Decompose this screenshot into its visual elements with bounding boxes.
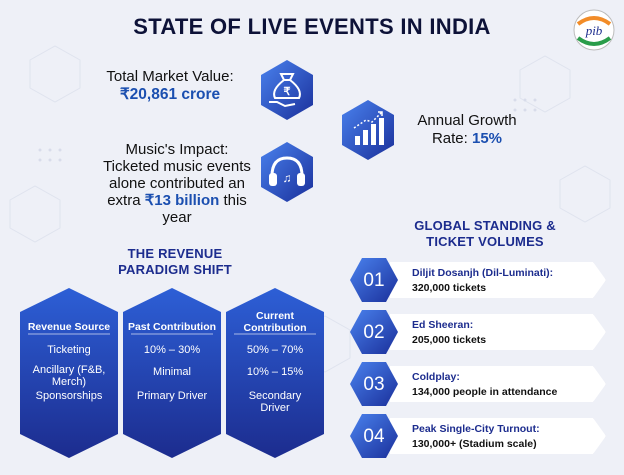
rank-bar: Peak Single-City Turnout: 130,000+ (Stad… [390, 418, 606, 454]
revenue-column-source: Revenue Source Ticketing Ancillary (F&B,… [20, 288, 118, 458]
music-impact-line4b: this year [162, 192, 247, 226]
revenue-title-line1: THE REVENUE [127, 246, 223, 261]
rank-bar: Diljit Dosanjh (Dil-Luminati): 320,000 t… [390, 262, 606, 298]
table-cell: Ticketing [47, 344, 91, 356]
music-impact-line4a: extra [107, 192, 141, 209]
revenue-column-past: Past Contribution 10% – 30% Minimal Prim… [123, 288, 221, 458]
rank-name: Ed Sheeran: [412, 319, 474, 331]
rank-number-badge: 01 [350, 258, 398, 302]
rank-value: 134,000 people in attendance [412, 386, 558, 398]
global-title-line1: GLOBAL STANDING & [414, 218, 556, 233]
column-header: Past Contribution [127, 321, 217, 333]
revenue-section-title: THE REVENUE PARADIGM SHIFT [90, 246, 260, 278]
growth-label: Annual Growth [417, 112, 517, 129]
svg-text:pib: pib [585, 23, 603, 38]
market-value-label: Total Market Value: [106, 68, 234, 85]
market-value-amount: ₹20,861 crore [119, 86, 221, 103]
money-bag-icon: ₹ [261, 60, 313, 120]
music-impact-line2: Ticketed music events [103, 158, 251, 175]
rank-name: Peak Single-City Turnout: [412, 423, 540, 435]
global-title-line2: TICKET VOLUMES [426, 234, 544, 249]
market-value-stat: Total Market Value: ₹20,861 crore [90, 68, 250, 104]
table-cell: 10% – 15% [246, 366, 304, 378]
list-item: Ed Sheeran: 205,000 tickets 02 [350, 310, 608, 354]
column-header: Revenue Source [27, 321, 111, 333]
rank-value: 205,000 tickets [412, 334, 487, 346]
rank-number: 01 [363, 270, 385, 291]
headphones-icon: ♫ [261, 142, 313, 202]
rank-number: 04 [363, 426, 385, 447]
rank-bar: Ed Sheeran: 205,000 tickets [390, 314, 606, 350]
music-impact-line3: alone contributed an [109, 175, 245, 192]
column-header: Current Contribution [243, 310, 307, 334]
music-impact-heading: Music's Impact: [125, 141, 229, 158]
table-cell: 10% – 30% [143, 344, 201, 356]
rank-number: 03 [363, 374, 385, 395]
svg-text:♫: ♫ [283, 171, 292, 185]
table-cell: Secondary Driver [248, 390, 302, 414]
table-cell: Sponsorships [35, 390, 103, 402]
growth-rate-stat: Annual Growth Rate: 15% [402, 112, 532, 148]
growth-rate-value: 15% [472, 130, 503, 147]
rank-number-badge: 04 [350, 414, 398, 458]
table-cell: Minimal [153, 366, 191, 378]
list-item: Diljit Dosanjh (Dil-Luminati): 320,000 t… [350, 258, 608, 302]
svg-text:₹: ₹ [284, 86, 291, 98]
rank-number: 02 [363, 322, 385, 343]
revenue-title-line2: PARADIGM SHIFT [118, 262, 232, 277]
global-section-title: GLOBAL STANDING & TICKET VOLUMES [395, 218, 575, 250]
rank-number-badge: 03 [350, 362, 398, 406]
rank-number-badge: 02 [350, 310, 398, 354]
rank-value: 130,000+ (Stadium scale) [412, 438, 537, 450]
rank-bar: Coldplay: 134,000 people in attendance [390, 366, 606, 402]
rank-name: Coldplay: [412, 371, 460, 383]
music-impact-stat: Music's Impact: Ticketed music events al… [92, 141, 262, 226]
page-title: STATE OF LIVE EVENTS IN INDIA [133, 14, 491, 39]
table-cell: Primary Driver [136, 390, 208, 402]
growth-label-rate: Rate: [431, 130, 468, 147]
table-cell: Ancillary (F&B, Merch) [32, 364, 106, 388]
music-impact-value: ₹13 billion [144, 192, 220, 209]
list-item: Coldplay: 134,000 people in attendance 0… [350, 362, 608, 406]
pib-logo: pib [573, 9, 615, 51]
rank-name: Diljit Dosanjh (Dil-Luminati): [412, 267, 554, 279]
growth-chart-icon [342, 100, 394, 160]
table-cell: 50% – 70% [246, 344, 304, 356]
revenue-column-current: Current Contribution 50% – 70% 10% – 15%… [226, 288, 324, 458]
list-item: Peak Single-City Turnout: 130,000+ (Stad… [350, 414, 608, 458]
rank-value: 320,000 tickets [412, 282, 487, 294]
